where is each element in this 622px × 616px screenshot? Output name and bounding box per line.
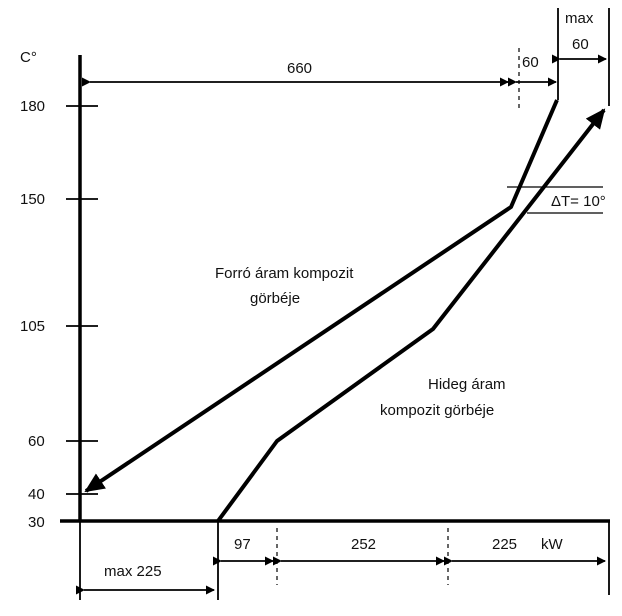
cold-composite-curve (216, 108, 606, 523)
dim-max225-label: max 225 (104, 563, 162, 580)
dim-225-label: 225 (492, 536, 517, 553)
top-dimensions (82, 8, 610, 112)
y-tick-label-60: 60 (28, 433, 45, 450)
hot-curve-label-line2: görbéje (250, 290, 300, 307)
delta-t-label: ΔT= 10° (551, 193, 606, 210)
y-tick-label-40: 40 (28, 486, 45, 503)
dim-kw-label: kW (541, 536, 564, 553)
y-tick-label-180: 180 (20, 98, 45, 115)
hot-curve-label-line1: Forró áram kompozit (215, 265, 354, 282)
delta-t-marker (507, 186, 603, 214)
dim-97-label: 97 (234, 536, 251, 553)
cold-curve-label-line2: kompozit görbéje (380, 402, 494, 419)
hot-composite-curve (84, 99, 559, 493)
dim-60-label: 60 (522, 54, 539, 71)
dim-660-label: 660 (287, 60, 312, 77)
cold-curve-label-line1: Hideg áram (428, 376, 506, 393)
y-ticks (66, 105, 98, 495)
bottom-dimensions (76, 528, 606, 595)
y-tick-label-150: 150 (20, 191, 45, 208)
dim-252-label: 252 (351, 536, 376, 553)
dim-max-60-label: 60 (572, 36, 589, 53)
y-tick-label-30: 30 (28, 514, 45, 531)
dim-max-label: max (565, 10, 594, 27)
y-tick-label-105: 105 (20, 318, 45, 335)
y-unit-label: C° (20, 49, 37, 66)
